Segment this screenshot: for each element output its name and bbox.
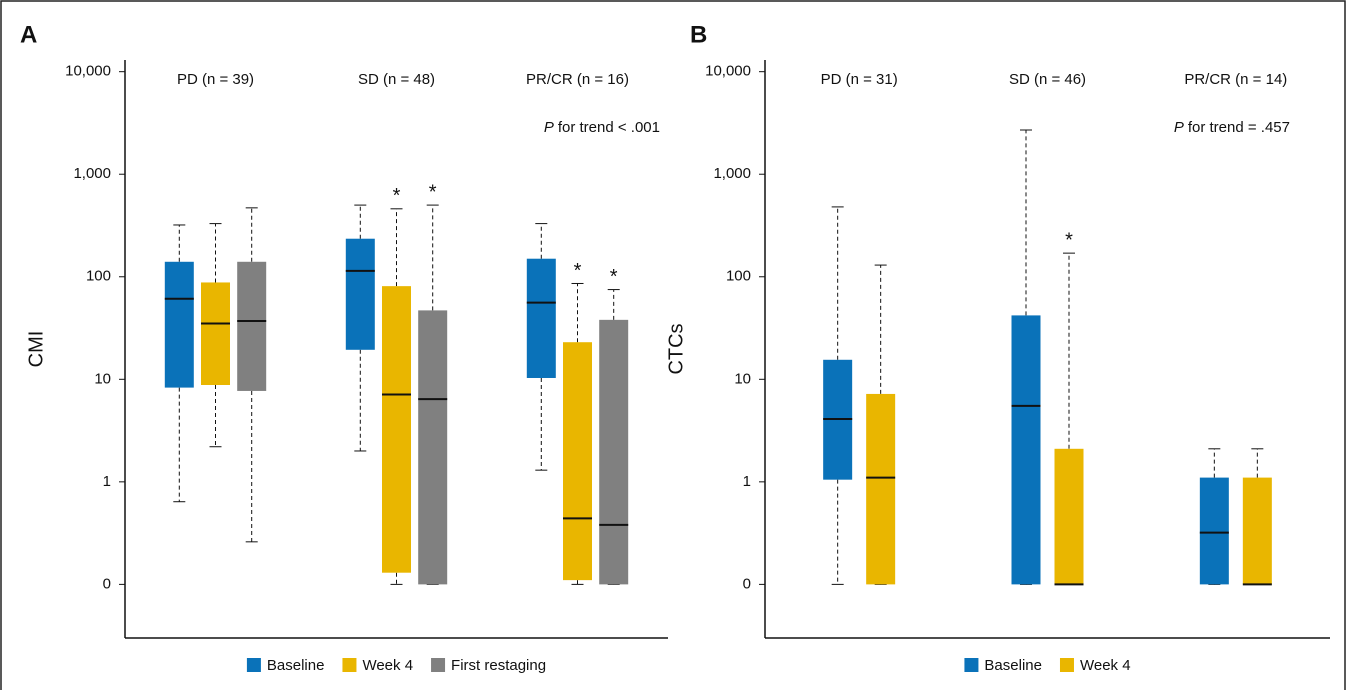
legend-swatch [342, 658, 357, 672]
significance-marker: * [574, 260, 582, 282]
group-label: PR/CR (n = 14) [1184, 71, 1287, 88]
significance-marker: * [429, 181, 437, 203]
legend-label: Baseline [984, 657, 1042, 674]
y-tick-label: 10 [94, 370, 111, 387]
group-label: PD (n = 31) [821, 71, 898, 88]
box [164, 261, 194, 388]
box [1199, 477, 1229, 585]
box [345, 238, 375, 350]
y-axis-label: CMI [25, 331, 47, 368]
annotation-text: for trend = .457 [1188, 119, 1290, 136]
annotation-text: for trend < .001 [558, 119, 660, 136]
y-tick-label: 0 [103, 575, 111, 592]
legend-swatch [964, 658, 979, 672]
significance-marker: * [610, 266, 618, 288]
box [599, 319, 629, 585]
box [418, 310, 448, 585]
group-label: PD (n = 39) [177, 71, 254, 88]
y-tick-label: 1,000 [73, 165, 111, 182]
legend: Baseline Week 4 First restaging [246, 657, 546, 674]
y-tick-label: 1 [743, 473, 751, 490]
box [201, 282, 230, 385]
legend-swatch [431, 658, 446, 672]
y-tick-label: 0 [743, 575, 751, 592]
box [526, 258, 556, 378]
legend-label: Week 4 [1080, 657, 1131, 674]
significance-marker: * [1065, 229, 1073, 251]
y-axis-label: CTCs [665, 323, 687, 374]
y-tick-label: 10,000 [65, 63, 111, 80]
legend-swatch [1059, 658, 1074, 672]
annotation-italic: P [1174, 119, 1184, 136]
box [382, 286, 411, 573]
box [866, 393, 896, 585]
group-label: PR/CR (n = 16) [526, 71, 629, 88]
panel-label: B [690, 21, 707, 48]
box [237, 261, 267, 391]
box [563, 342, 592, 581]
group-label: SD (n = 48) [358, 71, 435, 88]
group-label: SD (n = 46) [1009, 71, 1086, 88]
legend: Baseline Week 4 [964, 657, 1131, 674]
y-tick-label: 10 [734, 370, 751, 387]
legend-label: First restaging [451, 657, 546, 674]
legend-label: Baseline [267, 657, 325, 674]
box [1242, 477, 1272, 585]
significance-marker: * [393, 185, 401, 207]
legend-label: Week 4 [362, 657, 413, 674]
y-tick-label: 1 [103, 473, 111, 490]
panel-label: A [20, 21, 37, 48]
box [1054, 448, 1084, 585]
y-tick-label: 100 [86, 268, 111, 285]
legend-swatch [246, 658, 261, 672]
y-tick-label: 10,000 [705, 63, 751, 80]
box [1011, 315, 1041, 585]
y-tick-label: 100 [726, 268, 751, 285]
annotation-italic: P [544, 119, 554, 136]
y-tick-label: 1,000 [713, 165, 751, 182]
